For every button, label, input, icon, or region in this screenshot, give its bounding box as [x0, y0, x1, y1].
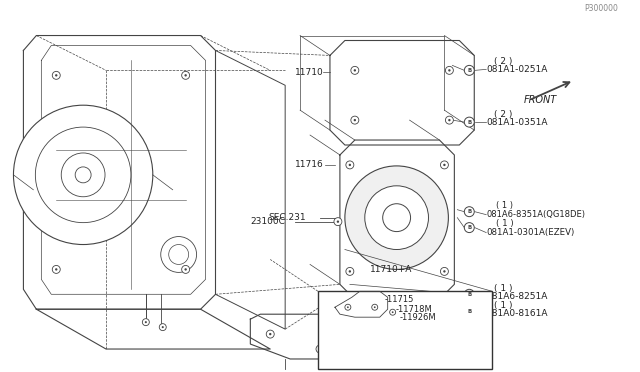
Circle shape: [354, 119, 356, 121]
Text: B: B: [467, 292, 472, 297]
Circle shape: [52, 266, 60, 273]
Circle shape: [390, 309, 396, 315]
Text: FRONT: FRONT: [524, 95, 557, 105]
Circle shape: [13, 105, 153, 244]
Circle shape: [184, 268, 187, 270]
Circle shape: [445, 66, 453, 74]
Text: 081A1-0351A: 081A1-0351A: [486, 118, 548, 126]
Circle shape: [182, 266, 189, 273]
Text: B: B: [467, 309, 472, 314]
Circle shape: [55, 74, 58, 77]
Text: 23100C: 23100C: [250, 217, 285, 226]
Text: ( 1 ): ( 1 ): [496, 201, 513, 210]
Circle shape: [440, 161, 449, 169]
Text: 081A0-8161A: 081A0-8161A: [486, 309, 548, 318]
Circle shape: [142, 319, 149, 326]
Text: B: B: [467, 209, 472, 214]
Text: B: B: [467, 120, 472, 125]
Text: -11926M: -11926M: [399, 313, 436, 322]
Circle shape: [347, 306, 349, 308]
Circle shape: [184, 74, 187, 77]
Circle shape: [35, 127, 131, 222]
Circle shape: [356, 298, 358, 301]
Circle shape: [345, 166, 449, 269]
Text: 11716: 11716: [295, 160, 324, 169]
Text: 081A6-8251A: 081A6-8251A: [486, 292, 548, 301]
Circle shape: [52, 71, 60, 79]
Circle shape: [464, 207, 474, 217]
Circle shape: [448, 119, 451, 121]
Text: ( 1 ): ( 1 ): [494, 301, 513, 310]
Circle shape: [383, 204, 411, 232]
Circle shape: [159, 324, 166, 331]
Circle shape: [372, 304, 378, 310]
Circle shape: [269, 333, 271, 335]
Text: ( 2 ): ( 2 ): [494, 110, 513, 119]
Circle shape: [438, 298, 440, 301]
Circle shape: [365, 186, 429, 250]
Circle shape: [374, 306, 376, 308]
Circle shape: [349, 164, 351, 166]
Circle shape: [464, 65, 474, 76]
Text: 081A1-0301A(EZEV): 081A1-0301A(EZEV): [486, 228, 575, 237]
Text: -11718M: -11718M: [396, 305, 433, 314]
Circle shape: [464, 117, 474, 127]
Circle shape: [316, 345, 324, 353]
Circle shape: [61, 153, 105, 197]
Text: P300000: P300000: [585, 4, 619, 13]
Text: B: B: [467, 225, 472, 230]
Text: W/DA/C: W/DA/C: [322, 360, 359, 370]
Circle shape: [332, 331, 339, 337]
Circle shape: [334, 333, 336, 335]
Circle shape: [392, 311, 394, 313]
Circle shape: [435, 295, 444, 303]
Circle shape: [319, 348, 321, 350]
Circle shape: [334, 218, 342, 226]
Circle shape: [445, 116, 453, 124]
Circle shape: [345, 304, 351, 310]
Text: B: B: [467, 68, 472, 73]
Circle shape: [354, 69, 356, 71]
Text: ( 1 ): ( 1 ): [494, 284, 513, 293]
Circle shape: [169, 244, 189, 264]
Circle shape: [337, 221, 339, 223]
Text: SEC.231: SEC.231: [268, 213, 306, 222]
Text: -11715: -11715: [385, 295, 414, 304]
Circle shape: [444, 164, 445, 166]
Circle shape: [162, 326, 164, 328]
Circle shape: [464, 306, 474, 316]
Circle shape: [448, 69, 451, 71]
Text: ( 2 ): ( 2 ): [494, 57, 513, 66]
Bar: [318, 291, 492, 369]
Circle shape: [182, 71, 189, 79]
Text: ( 1 ): ( 1 ): [496, 219, 514, 228]
Circle shape: [464, 289, 474, 299]
Circle shape: [346, 267, 354, 275]
Circle shape: [351, 116, 359, 124]
Circle shape: [444, 270, 445, 273]
Circle shape: [353, 295, 361, 303]
Circle shape: [349, 270, 351, 273]
Circle shape: [55, 268, 58, 270]
Text: 11710: 11710: [295, 68, 324, 77]
Circle shape: [145, 321, 147, 323]
Circle shape: [266, 330, 274, 338]
Circle shape: [351, 66, 359, 74]
Circle shape: [346, 161, 354, 169]
Circle shape: [161, 237, 196, 272]
Text: 081A6-8351A(QG18DE): 081A6-8351A(QG18DE): [486, 210, 585, 219]
Text: 081A1-0251A: 081A1-0251A: [486, 65, 548, 74]
Circle shape: [464, 222, 474, 232]
Circle shape: [75, 167, 91, 183]
Text: 11710+A: 11710+A: [370, 265, 412, 274]
Circle shape: [440, 267, 449, 275]
